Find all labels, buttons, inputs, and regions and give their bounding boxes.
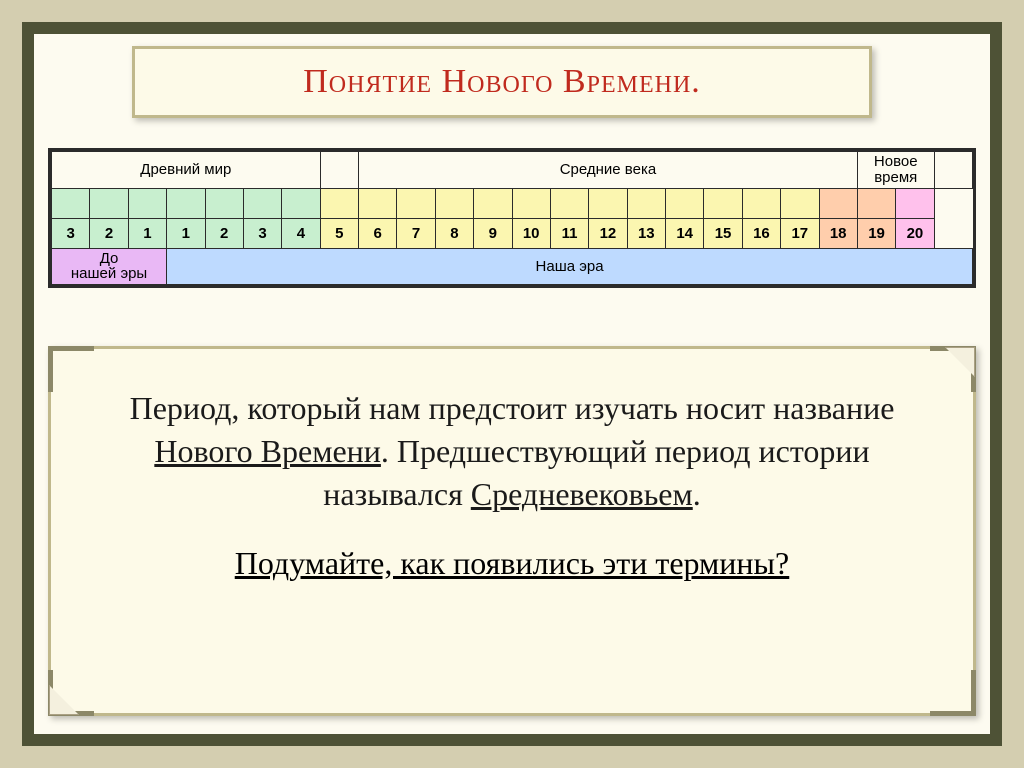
century-number: 16 (742, 218, 780, 248)
century-color-cell (282, 188, 320, 218)
century-number: 4 (282, 218, 320, 248)
century-number: 10 (512, 218, 550, 248)
century-color-cell (397, 188, 435, 218)
corner-tl-icon (48, 346, 94, 392)
century-number: 9 (474, 218, 512, 248)
century-number: 1 (128, 218, 166, 248)
century-number: 2 (90, 218, 128, 248)
century-number: 13 (627, 218, 665, 248)
century-color-cell (819, 188, 857, 218)
century-number: 20 (896, 218, 934, 248)
century-number: 1 (167, 218, 205, 248)
century-color-cell (205, 188, 243, 218)
era-header: Древний мир (52, 152, 321, 189)
timeline-table: Древний мирСредние векаНовое время321123… (51, 151, 973, 285)
era-header-blank (934, 152, 972, 189)
century-number: 8 (435, 218, 473, 248)
era-header: Новое время (857, 152, 934, 189)
century-color-cell (167, 188, 205, 218)
century-number: 19 (857, 218, 895, 248)
body-card: Период, который нам предстоит изучать но… (48, 346, 976, 716)
century-number: 7 (397, 218, 435, 248)
question-text: Подумайте, как появились эти термины? (95, 545, 929, 582)
corner-br-icon (930, 670, 976, 716)
century-color-cell (589, 188, 627, 218)
era-header-blank (320, 152, 358, 189)
century-color-cell (857, 188, 895, 218)
century-number: 15 (704, 218, 742, 248)
century-color-cell (52, 188, 90, 218)
term-middle-ages: Средневековьем (471, 476, 693, 512)
century-number: 2 (205, 218, 243, 248)
bce-label: Донашей эры (52, 248, 167, 285)
century-number: 12 (589, 218, 627, 248)
century-number: 11 (550, 218, 588, 248)
century-number: 14 (666, 218, 704, 248)
century-color-cell (128, 188, 166, 218)
century-number: 17 (781, 218, 819, 248)
century-color-cell (666, 188, 704, 218)
page-title: Понятие Нового Времени. (303, 63, 701, 101)
century-color-cell (359, 188, 397, 218)
century-color-cell (627, 188, 665, 218)
body-paragraph: Период, который нам предстоит изучать но… (95, 387, 929, 517)
century-color-cell (243, 188, 281, 218)
century-color-cell (550, 188, 588, 218)
ce-label: Наша эра (167, 248, 973, 285)
century-color-cell (90, 188, 128, 218)
century-color-cell (742, 188, 780, 218)
title-card: Понятие Нового Времени. (132, 46, 872, 118)
timeline: Древний мирСредние векаНовое время321123… (48, 148, 976, 288)
century-color-cell (512, 188, 550, 218)
term-new-time: Нового Времени (154, 433, 381, 469)
century-color-cell (704, 188, 742, 218)
century-color-cell (896, 188, 934, 218)
century-number: 18 (819, 218, 857, 248)
century-color-cell (320, 188, 358, 218)
century-number: 3 (243, 218, 281, 248)
century-color-cell (781, 188, 819, 218)
inner-panel: Понятие Нового Времени. Древний мир Средн… (34, 34, 990, 734)
century-number: 6 (359, 218, 397, 248)
century-color-cell (474, 188, 512, 218)
outer-frame: Понятие Нового Времени. Древний мир Средн… (22, 22, 1002, 746)
body-text-1: Период, который нам предстоит изучать но… (130, 390, 895, 426)
body-text-3: . (693, 476, 701, 512)
era-header: Средние века (359, 152, 858, 189)
century-color-cell (435, 188, 473, 218)
century-number: 3 (52, 218, 90, 248)
century-number: 5 (320, 218, 358, 248)
